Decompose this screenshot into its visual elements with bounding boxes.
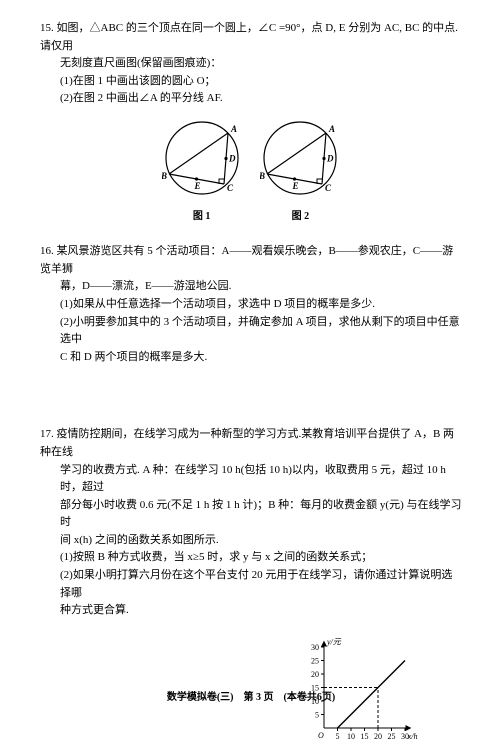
p17-line4: 间 x(h) 之间的函数关系如图所示. <box>60 532 462 550</box>
p15-sub1: (1)在图 1 中画出该圆的圆心 O； <box>60 73 462 91</box>
svg-text:x/h: x/h <box>407 732 418 741</box>
svg-text:C: C <box>227 183 234 193</box>
svg-text:C: C <box>325 183 332 193</box>
p16-line1: 16. 某风景游览区共有 5 个活动项目：A——观看娱乐晚会，B——参观农庄，C… <box>40 243 462 278</box>
svg-text:B: B <box>162 171 167 181</box>
svg-text:25: 25 <box>311 656 319 665</box>
p17-line2: 学习的收费方式. A 种：在线学习 10 h(包括 10 h)以内，收取费用 5… <box>60 462 462 497</box>
p17-line3: 部分每小时收费 0.6 元(不足 1 h 按 1 h 计)；B 种：每月的收费金… <box>60 497 462 532</box>
svg-text:B: B <box>260 171 265 181</box>
svg-text:5: 5 <box>336 732 340 741</box>
svg-text:E: E <box>193 181 200 191</box>
svg-text:20: 20 <box>374 732 382 741</box>
svg-text:A: A <box>230 124 237 134</box>
svg-text:15: 15 <box>361 732 369 741</box>
page-footer: 数学模拟卷(三) 第 3 页 (本卷共6页) <box>0 688 502 703</box>
p17-line1: 17. 疫情防控期间，在线学习成为一种新型的学习方式.某教育培训平台提供了 A，… <box>40 426 462 461</box>
fig1-label: 图 1 <box>162 209 242 225</box>
svg-text:E: E <box>292 181 299 191</box>
circle-diagram-1: A B C D E <box>162 118 242 200</box>
p15-line1: 15. 如图，△ABC 的三个顶点在同一个圆上，∠C =90°，点 D, E 分… <box>40 20 462 55</box>
svg-text:D: D <box>326 153 334 163</box>
line-chart: 5101520253051015202530Oy/元x/h <box>302 626 422 746</box>
p17-sub2a: (2)如果小明打算六月份在这个平台支付 20 元用于在线学习，请你通过计算说明选… <box>60 567 462 602</box>
p16-sub2b: C 和 D 两个项目的概率是多大. <box>60 349 462 367</box>
svg-text:30: 30 <box>311 643 319 652</box>
svg-text:20: 20 <box>311 670 319 679</box>
p17-sub2b: 种方式更合算. <box>60 602 462 620</box>
svg-text:O: O <box>318 731 324 740</box>
p15-sub2: (2)在图 2 中画出∠A 的平分线 AF. <box>60 90 462 108</box>
p17-sub1: (1)按照 B 种方式收费，当 x≥5 时，求 y 与 x 之间的函数关系式； <box>60 549 462 567</box>
p15-line2: 无刻度直尺画图(保留画图痕迹)： <box>60 55 462 73</box>
p16-sub2a: (2)小明要参加其中的 3 个活动项目，并确定参加 A 项目，求他从剩下的项目中… <box>60 314 462 349</box>
p16-line2: 幕，D——漂流，E——游湿地公园. <box>60 278 462 296</box>
problem-15: 15. 如图，△ABC 的三个顶点在同一个圆上，∠C =90°，点 D, E 分… <box>40 20 462 225</box>
p17-number: 17. <box>40 428 54 440</box>
p16-text1: 某风景游览区共有 5 个活动项目：A——观看娱乐晚会，B——参观农庄，C——游览… <box>40 245 453 275</box>
problem-17: 17. 疫情防控期间，在线学习成为一种新型的学习方式.某教育培训平台提供了 A，… <box>40 426 462 752</box>
fig2-label: 图 2 <box>260 209 340 225</box>
svg-text:A: A <box>328 124 335 134</box>
circle-diagram-2: A B C D E <box>260 118 340 200</box>
p16-sub1: (1)如果从中任意选择一个活动项目，求选中 D 项目的概率是多少. <box>60 296 462 314</box>
p16-number: 16. <box>40 245 54 257</box>
svg-text:y/元: y/元 <box>326 637 342 646</box>
svg-text:10: 10 <box>347 732 355 741</box>
problem-16: 16. 某风景游览区共有 5 个活动项目：A——观看娱乐晚会，B——参观农庄，C… <box>40 243 462 366</box>
svg-text:D: D <box>228 153 236 163</box>
p15-number: 15. <box>40 22 54 34</box>
p15-text1: 如图，△ABC 的三个顶点在同一个圆上，∠C =90°，点 D, E 分别为 A… <box>40 22 458 52</box>
figure-1: A B C D E 图 1 <box>162 118 242 225</box>
p15-figures: A B C D E 图 1 A B C D E 图 2 <box>40 118 462 225</box>
p17-text1: 疫情防控期间，在线学习成为一种新型的学习方式.某教育培训平台提供了 A，B 两种… <box>40 428 454 458</box>
figure-2: A B C D E 图 2 <box>260 118 340 225</box>
svg-text:5: 5 <box>315 710 319 719</box>
svg-text:25: 25 <box>388 732 396 741</box>
